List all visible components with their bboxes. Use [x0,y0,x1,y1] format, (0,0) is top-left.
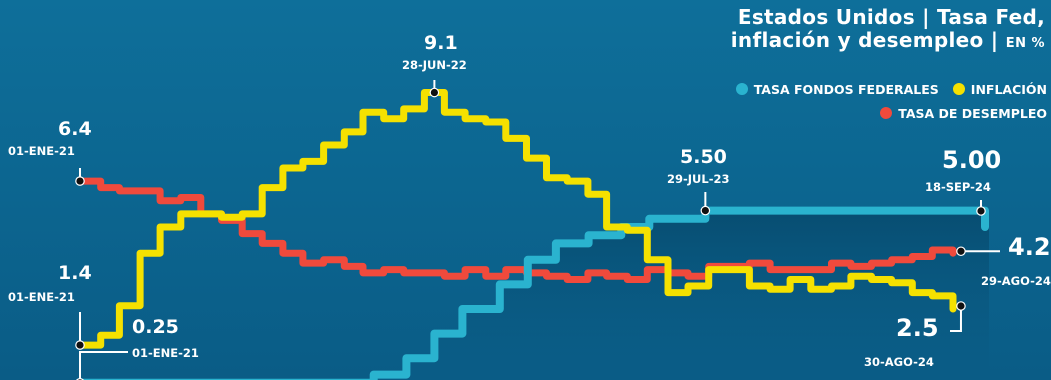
marker-infl-start [75,340,85,350]
marker-fed-end [976,206,986,216]
legend-item-inflation: INFLACIÓN [952,78,1047,102]
marker-unemp-end [956,246,966,257]
series-line-infl [76,89,957,349]
infl-peak-value: 9.1 [424,32,458,54]
infl-start-date: 01-ENE-21 [8,290,75,304]
leader-fed-start [79,351,128,380]
title-unit: EN % [1005,36,1045,51]
legend-label-fed: TASA FONDOS FEDERALES [753,82,939,97]
marker-infl-peak [429,87,440,98]
legend-label-inflation: INFLACIÓN [970,82,1047,97]
fed-start-date: 01-ENE-21 [132,346,199,360]
fed-end-value: 5.00 [942,146,1002,174]
title-line-1: Estados Unidos | Tasa Fed, [737,5,1045,29]
unemp-start-date: 01-ENE-21 [8,144,75,158]
fed-end-date: 18-SEP-24 [925,180,991,194]
infl-peak-date: 28-JUN-22 [402,58,467,72]
legend-dot-fed [735,83,748,95]
legend-label-unemployment: TASA DE DESEMPLEO [898,106,1047,121]
infl-start-value: 1.4 [58,262,92,284]
fed-peak-date: 29-JUL-23 [667,172,730,186]
title-line-2-text: inflación y desempleo | [730,28,999,52]
series-line-fed [77,206,989,380]
legend-item-fed: TASA FONDOS FEDERALES [735,78,939,102]
legend-item-unemployment: TASA DE DESEMPLEO [880,102,1047,126]
marker-infl-end [956,301,966,311]
infl-end-date: 30-AGO-24 [864,355,934,369]
marker-unemp-start [75,176,85,186]
infl-end-value: 2.5 [896,314,939,342]
fed-area-fill [80,210,989,380]
chart-title: Estados Unidos | Tasa Fed, inflación y d… [625,6,1045,55]
leader-infl-end [950,306,962,332]
title-line-2: inflación y desempleo | EN % [625,29,1045,55]
legend: TASA FONDOS FEDERALES INFLACIÓN TASA DE D… [527,78,1047,126]
legend-dot-inflation [952,83,965,95]
marker-fed-peak [700,205,711,216]
unemp-end-value: 4.2 [1008,233,1051,261]
unemp-end-date: 29-AGO-24 [981,274,1051,288]
unemp-start-value: 6.4 [58,118,92,140]
fed-start-value: 0.25 [132,316,179,338]
fed-peak-value: 5.50 [680,146,727,168]
legend-dot-unemployment [880,107,893,119]
